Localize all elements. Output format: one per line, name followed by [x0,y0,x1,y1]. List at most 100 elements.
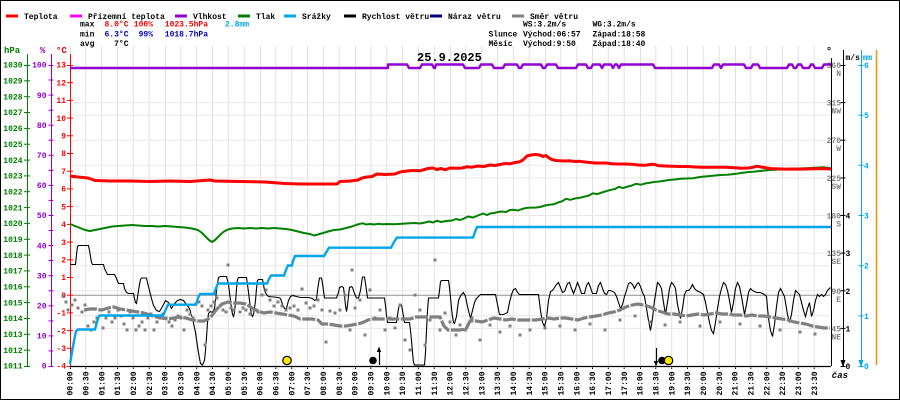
svg-text:2: 2 [864,263,869,272]
svg-text:18:00: 18:00 [637,371,646,395]
svg-text:Východ:06:57: Východ:06:57 [523,31,581,40]
svg-text:14:30: 14:30 [526,371,535,395]
svg-text:4: 4 [846,213,851,222]
svg-text:06:00: 06:00 [257,371,266,395]
svg-text:1014: 1014 [3,315,22,324]
svg-text:2: 2 [846,288,851,297]
svg-text:Západ:18:40: Západ:18:40 [593,40,646,49]
svg-text:2.8mm: 2.8mm [225,21,249,30]
svg-text:07:30: 07:30 [304,371,313,395]
svg-text:50: 50 [37,212,47,221]
svg-text:16:30: 16:30 [589,371,598,395]
svg-text:23:00: 23:00 [795,371,804,395]
svg-text:13:00: 13:00 [478,371,487,395]
svg-text:1016: 1016 [3,284,22,293]
svg-text:12:00: 12:00 [447,371,456,395]
svg-text:10: 10 [37,333,47,342]
svg-text:15:30: 15:30 [557,371,566,395]
svg-text:11:30: 11:30 [431,371,440,395]
svg-text:-4: -4 [56,363,66,372]
svg-text:1022: 1022 [3,188,22,197]
svg-text:22:30: 22:30 [779,371,788,395]
svg-text:3: 3 [864,213,869,222]
svg-text:1023: 1023 [3,173,22,182]
svg-text:1018: 1018 [3,252,22,261]
svg-text:23:30: 23:30 [811,371,820,395]
svg-text:09:30: 09:30 [367,371,376,395]
svg-text:Slunce: Slunce [489,31,518,40]
svg-text:WS:3.2m/s: WS:3.2m/s [523,21,566,30]
svg-text:04:00: 04:00 [193,371,202,395]
svg-text:13: 13 [56,62,66,71]
svg-text:1028: 1028 [3,93,22,102]
svg-text:NE: NE [831,333,841,342]
svg-text:1: 1 [846,325,851,334]
svg-text:3: 3 [61,239,66,248]
svg-text:Náraz větru: Náraz větru [448,13,501,22]
svg-text:20:30: 20:30 [716,371,725,395]
svg-text:Směr větru: Směr větru [530,13,578,22]
svg-text:15:00: 15:00 [542,371,551,395]
svg-text:Západ:18:58: Západ:18:58 [593,31,646,40]
svg-text:m/s: m/s [846,54,861,63]
svg-text:5: 5 [864,112,869,121]
svg-text:6: 6 [61,186,66,195]
svg-text:čas: čas [832,371,848,381]
svg-text:Měsíc: Měsíc [489,40,513,49]
svg-text:99%: 99% [139,31,154,40]
svg-text:8.0°C: 8.0°C [104,21,128,30]
svg-text:18:30: 18:30 [652,371,661,395]
svg-text:10:00: 10:00 [383,371,392,395]
svg-text:°: ° [826,46,832,58]
svg-text:N: N [836,70,841,79]
svg-text:1023.5hPa: 1023.5hPa [165,21,208,30]
svg-text:1019: 1019 [3,236,22,245]
svg-text:315: 315 [827,100,842,109]
svg-text:100: 100 [32,62,47,71]
svg-text:13:30: 13:30 [494,371,503,395]
svg-text:17:30: 17:30 [621,371,630,395]
svg-text:S: S [836,221,841,230]
svg-text:00:00: 00:00 [67,371,76,395]
svg-text:6: 6 [864,62,869,71]
svg-text:Východ:9:50: Východ:9:50 [523,40,576,49]
svg-text:10: 10 [56,115,66,124]
svg-text:100%: 100% [134,21,153,30]
svg-text:40: 40 [37,242,47,251]
svg-text:03:00: 03:00 [162,371,171,395]
svg-text:7: 7 [61,168,66,177]
svg-text:10:30: 10:30 [399,371,408,395]
svg-text:Teplota: Teplota [24,13,58,22]
svg-text:1012: 1012 [3,347,22,356]
svg-text:NW: NW [831,108,841,117]
svg-text:1018.7hPa: 1018.7hPa [165,31,208,40]
svg-text:135: 135 [827,250,842,259]
svg-text:11: 11 [56,97,66,106]
svg-text:WG:3.2m/s: WG:3.2m/s [593,21,636,30]
svg-text:21:30: 21:30 [747,371,756,395]
svg-text:-2: -2 [56,327,66,336]
svg-text:05:30: 05:30 [241,371,250,395]
svg-text:3: 3 [846,250,851,259]
svg-text:01:00: 01:00 [98,371,107,395]
svg-text:1015: 1015 [3,299,22,308]
svg-text:min: min [80,31,95,40]
svg-text:4: 4 [61,221,66,230]
svg-text:Tlak: Tlak [256,13,275,22]
svg-text:4: 4 [864,162,869,171]
svg-text:16:00: 16:00 [573,371,582,395]
svg-text:max: max [80,21,95,30]
svg-text:0: 0 [846,363,851,372]
svg-text:02:00: 02:00 [130,371,139,395]
svg-text:90: 90 [37,92,47,101]
svg-text:360: 360 [827,62,842,71]
svg-text:07:00: 07:00 [288,371,297,395]
svg-text:1025: 1025 [3,141,22,150]
svg-text:mm: mm [863,54,873,63]
svg-text:7°C: 7°C [114,40,129,49]
svg-text:12: 12 [56,79,66,88]
svg-text:09:00: 09:00 [352,371,361,395]
svg-text:22:00: 22:00 [763,371,772,395]
svg-text:Přízemní teplota: Přízemní teplota [88,13,165,22]
svg-text:30: 30 [37,272,47,281]
